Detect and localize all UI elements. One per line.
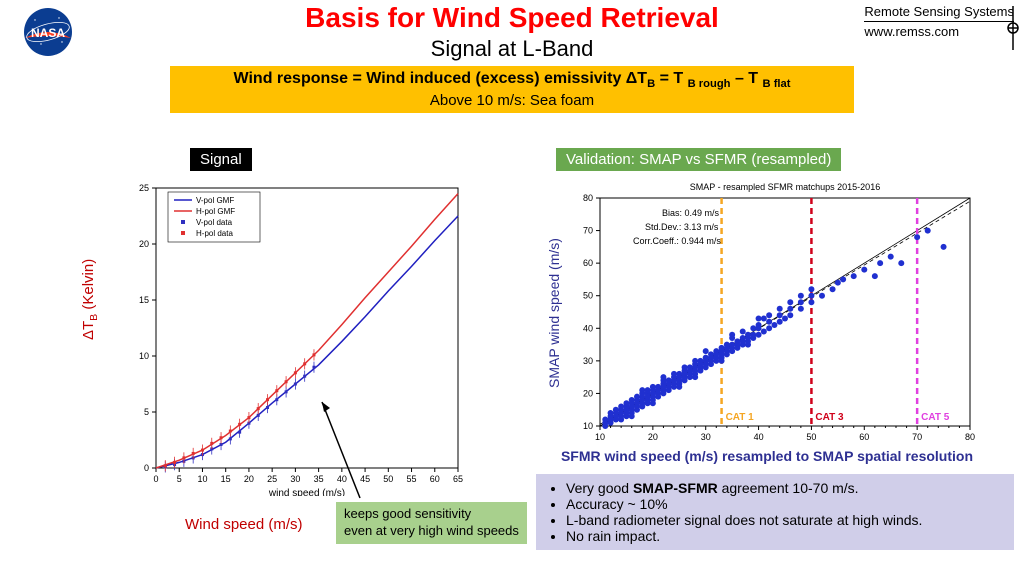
svg-text:H-pol GMF: H-pol GMF: [196, 207, 235, 216]
svg-text:60: 60: [859, 432, 869, 442]
svg-text:15: 15: [139, 295, 149, 305]
svg-text:5: 5: [144, 407, 149, 417]
svg-text:CAT 1: CAT 1: [726, 412, 755, 423]
svg-text:60: 60: [583, 258, 593, 268]
svg-text:40: 40: [754, 432, 764, 442]
signal-chart: 051015202530354045505560650510152025wind…: [108, 176, 468, 496]
chart1-xlabel: Wind speed (m/s): [185, 516, 303, 533]
svg-text:60: 60: [430, 474, 440, 484]
page-title: Basis for Wind Speed Retrieval: [0, 2, 1024, 34]
validation-chart: SMAP - resampled SFMR matchups 2015-2016…: [556, 180, 978, 444]
banner: Wind response = Wind induced (excess) em…: [170, 66, 854, 113]
svg-text:30: 30: [583, 356, 593, 366]
svg-text:V-pol data: V-pol data: [196, 218, 233, 227]
svg-text:40: 40: [583, 323, 593, 333]
svg-text:10: 10: [583, 421, 593, 431]
svg-text:20: 20: [139, 239, 149, 249]
svg-text:80: 80: [965, 432, 975, 442]
validation-label: Validation: SMAP vs SFMR (resampled): [556, 148, 841, 171]
svg-text:CAT 5: CAT 5: [921, 412, 950, 423]
svg-text:30: 30: [290, 474, 300, 484]
chart2-xlabel: SFMR wind speed (m/s) resampled to SMAP …: [556, 448, 978, 464]
summary-box: Very good SMAP-SFMR agreement 10-70 m/s.…: [536, 474, 1014, 550]
svg-text:0: 0: [153, 474, 158, 484]
summary-bullet: L-band radiometer signal does not satura…: [566, 512, 1004, 528]
sensitivity-callout: keeps good sensitivity even at very high…: [336, 502, 527, 544]
svg-text:Bias: 0.49 m/s: Bias: 0.49 m/s: [662, 208, 720, 218]
svg-text:50: 50: [383, 474, 393, 484]
svg-text:20: 20: [244, 474, 254, 484]
svg-text:55: 55: [407, 474, 417, 484]
banner-note: Above 10 m/s: Sea foam: [178, 92, 846, 109]
svg-text:20: 20: [583, 388, 593, 398]
chart2-ylabel: SMAP wind speed (m/s): [546, 238, 562, 388]
svg-text:V-pol GMF: V-pol GMF: [196, 196, 234, 205]
svg-text:Corr.Coeff.: 0.944 m/s: Corr.Coeff.: 0.944 m/s: [633, 236, 721, 246]
svg-text:50: 50: [806, 432, 816, 442]
svg-text:50: 50: [583, 291, 593, 301]
banner-equation: Wind response = Wind induced (excess) em…: [178, 70, 846, 90]
svg-text:30: 30: [701, 432, 711, 442]
svg-text:10: 10: [595, 432, 605, 442]
arrow-annotation: [320, 400, 370, 500]
chart1-ylabel: ΔTB (Kelvin): [80, 259, 100, 340]
svg-text:0: 0: [144, 463, 149, 473]
page-subtitle: Signal at L-Band: [0, 36, 1024, 62]
summary-bullet: Very good SMAP-SFMR agreement 10-70 m/s.: [566, 480, 1004, 496]
summary-bullet: No rain impact.: [566, 528, 1004, 544]
svg-text:70: 70: [912, 432, 922, 442]
svg-text:CAT 3: CAT 3: [815, 412, 844, 423]
svg-text:10: 10: [197, 474, 207, 484]
svg-text:SMAP - resampled SFMR matchups: SMAP - resampled SFMR matchups 2015-2016: [690, 182, 880, 192]
svg-text:10: 10: [139, 351, 149, 361]
summary-bullet: Accuracy ~ 10%: [566, 496, 1004, 512]
svg-text:80: 80: [583, 193, 593, 203]
svg-text:Std.Dev.: 3.13 m/s: Std.Dev.: 3.13 m/s: [645, 222, 719, 232]
svg-text:15: 15: [221, 474, 231, 484]
svg-text:5: 5: [177, 474, 182, 484]
svg-text:70: 70: [583, 226, 593, 236]
svg-text:25: 25: [267, 474, 277, 484]
svg-text:20: 20: [648, 432, 658, 442]
svg-text:H-pol data: H-pol data: [196, 229, 233, 238]
svg-text:25: 25: [139, 183, 149, 193]
svg-text:65: 65: [453, 474, 463, 484]
signal-label: Signal: [190, 148, 252, 171]
